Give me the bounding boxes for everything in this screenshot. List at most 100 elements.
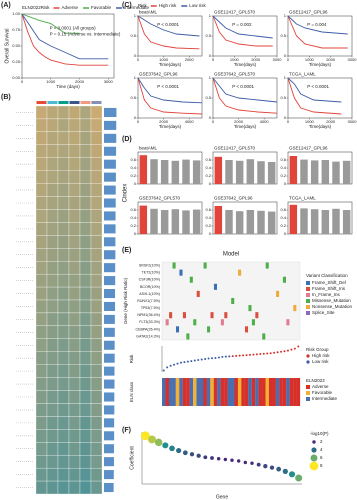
heatmap-cell xyxy=(79,480,92,495)
bar xyxy=(214,156,223,184)
coef-dot xyxy=(169,445,175,452)
x-tick-label: 1000 xyxy=(159,57,169,62)
plot-area xyxy=(137,151,203,185)
risk-point xyxy=(190,360,193,363)
heatmap-cell xyxy=(68,312,81,327)
eln-cell xyxy=(265,378,270,406)
mean-bar xyxy=(104,444,114,454)
mean-bar xyxy=(104,457,114,467)
heatmap-cell xyxy=(68,467,81,482)
x-axis-label: Time (days) xyxy=(56,84,80,89)
heatmap-cell xyxy=(79,273,92,288)
x-tick-label: 4000 xyxy=(260,119,270,124)
y-tick-label: 0.2 xyxy=(205,173,211,178)
bar xyxy=(342,160,351,184)
annotation: P = 0.002 xyxy=(232,22,252,27)
mean-bar xyxy=(104,172,116,182)
plot-area xyxy=(287,201,353,235)
heatmap-cell xyxy=(46,286,59,301)
x-tick-label: 0 xyxy=(21,79,24,84)
bar xyxy=(225,210,233,234)
heatmap-cell xyxy=(57,480,70,495)
risk-point xyxy=(269,352,272,355)
heatmap-cell xyxy=(79,105,92,120)
coef-dot xyxy=(256,462,261,467)
y-tick-label: 0.4 xyxy=(280,215,286,220)
heatmap-cell xyxy=(46,312,59,327)
heatmap-cell xyxy=(90,235,103,249)
heatmap-cell xyxy=(79,364,92,378)
plot-area xyxy=(287,151,353,185)
legend-swatch xyxy=(312,440,316,444)
legend-swatch xyxy=(306,385,310,389)
eln-cell xyxy=(189,378,194,406)
x-tick-label: 3000 xyxy=(104,79,114,84)
mutation-tile xyxy=(286,319,290,326)
mean-bar xyxy=(104,263,116,273)
heatmap-cell xyxy=(79,170,92,184)
y-tick-label: 0 xyxy=(134,53,137,58)
heatmap-cell xyxy=(46,170,59,184)
eln-cell xyxy=(199,378,204,406)
heatmap-cell xyxy=(35,480,48,495)
heatmap-cell xyxy=(79,222,92,236)
risk-point xyxy=(207,357,210,360)
bar xyxy=(289,156,298,184)
heatmap-cell xyxy=(68,196,81,210)
y-tick-label: 0.5 xyxy=(205,33,211,38)
mean-bar xyxy=(104,211,116,221)
legend-label: 2 xyxy=(320,439,323,444)
heatmap-cell xyxy=(79,235,92,249)
risk-point xyxy=(228,355,231,358)
bar xyxy=(246,210,255,234)
coef-dot xyxy=(148,435,156,444)
y-tick-label: 0.6 xyxy=(280,157,286,162)
heatmap-cell xyxy=(68,209,81,223)
x-axis-label: Gene xyxy=(216,494,228,500)
coef-dot xyxy=(162,442,169,449)
y-tick-label: 0 xyxy=(134,231,137,236)
chart-title: GSE12417_GPL96 xyxy=(289,10,328,15)
mutation-tile xyxy=(176,326,180,333)
coef-dot xyxy=(263,464,268,469)
heatmap-cell xyxy=(46,351,59,365)
bar xyxy=(150,159,158,184)
heatmap-cell xyxy=(35,170,48,184)
legend-label: 8 xyxy=(320,463,323,468)
heatmap-cell xyxy=(46,235,59,249)
mean-bar xyxy=(104,276,116,286)
heatmap-cell xyxy=(35,416,48,430)
heatmap-cell xyxy=(68,480,81,495)
bar xyxy=(257,210,265,234)
oncoplot-bg xyxy=(161,261,301,341)
heatmap-cell xyxy=(46,429,59,443)
y-tick-label: 0.6 xyxy=(280,207,286,212)
heatmap-cell xyxy=(35,351,48,365)
x-tick-label: 2000 xyxy=(234,119,244,124)
coef-dot xyxy=(295,474,303,482)
heatmap-cell xyxy=(68,338,81,352)
heatmap-cell xyxy=(68,325,81,339)
risk-point xyxy=(231,355,234,358)
coef-dot xyxy=(236,459,241,463)
mean-bar xyxy=(104,366,115,376)
x-tick-label: 2000 xyxy=(326,119,336,124)
annotation: P < 0.0001 xyxy=(232,84,254,89)
mean-bar xyxy=(104,289,116,299)
bar xyxy=(321,210,330,234)
plot-area xyxy=(287,15,353,57)
heatmap-cell xyxy=(79,403,92,417)
gene-label: CSF3R(10%) xyxy=(139,278,160,282)
y-tick-label: 0.25 xyxy=(12,59,21,64)
heatmap-cell xyxy=(79,196,92,210)
heatmap-cell xyxy=(90,196,103,210)
heatmap-cell xyxy=(90,144,103,158)
y-tick-label: 1.00 xyxy=(12,11,21,16)
survival-curve xyxy=(287,77,342,103)
heatmap-cell xyxy=(35,442,48,456)
heatmap-cell xyxy=(46,118,59,133)
heatmap-cell xyxy=(57,390,70,404)
heatmap-cell xyxy=(57,338,70,352)
y-tick-label: 0.4 xyxy=(205,165,211,170)
